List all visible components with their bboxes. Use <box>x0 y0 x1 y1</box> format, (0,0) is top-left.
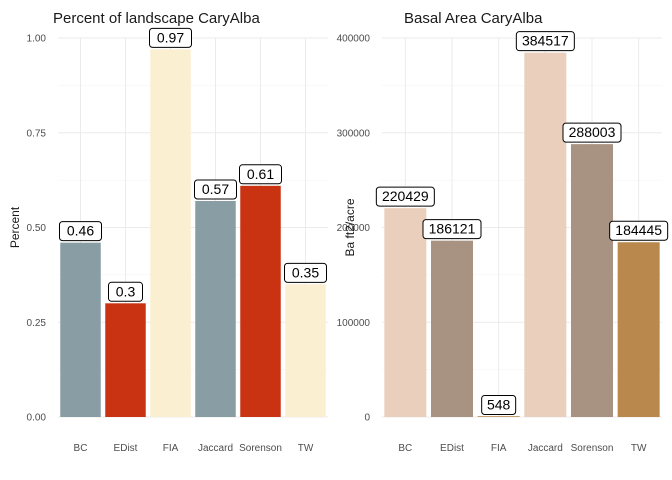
chart-title: Basal Area CaryAlba <box>404 10 543 27</box>
data-label-box <box>562 122 622 143</box>
data-label-text: 0.46 <box>67 223 94 239</box>
bar-edist <box>105 303 146 417</box>
y-tick-label: 300000 <box>337 128 371 139</box>
data-label-text: 184445 <box>615 222 662 238</box>
data-label-box <box>481 394 517 415</box>
data-label: 0.35 <box>284 262 327 283</box>
data-label: 0.97 <box>149 27 192 48</box>
bar-fia <box>150 49 191 418</box>
data-label-text: 384517 <box>522 33 569 49</box>
y-tick-label: 0 <box>364 413 370 424</box>
data-label: 0.3 <box>108 281 143 302</box>
data-label-text: 0.3 <box>116 283 136 299</box>
data-label-text: 548 <box>487 396 511 412</box>
bar-jaccard <box>524 52 567 418</box>
bar-tw <box>285 284 326 417</box>
x-tick-label: Sorenson <box>239 443 282 454</box>
data-label: 186121 <box>422 219 482 240</box>
data-label: 220429 <box>375 186 435 207</box>
y-tick-label: 100000 <box>337 318 371 329</box>
bar-edist <box>431 240 473 417</box>
chart-title: Percent of landscape CaryAlba <box>53 10 260 27</box>
data-label-box <box>375 186 435 207</box>
data-label: 0.61 <box>239 164 282 185</box>
x-tick-label: Sorenson <box>571 443 614 454</box>
y-tick-label: 200000 <box>337 223 371 234</box>
data-label: 184445 <box>609 220 669 241</box>
x-tick-label: FIA <box>163 443 179 454</box>
bar-bc <box>384 208 427 417</box>
bar-sorenson <box>571 144 613 417</box>
data-label: 0.57 <box>194 179 237 200</box>
data-label-box <box>59 221 102 242</box>
y-tick-label: 0.75 <box>27 128 47 139</box>
data-label-box <box>149 27 192 48</box>
x-tick-label: TW <box>298 443 314 454</box>
x-tick-label: EDist <box>114 443 138 454</box>
y-tick-label: 0.50 <box>27 223 47 234</box>
y-tick-label: 400000 <box>337 34 371 45</box>
data-label-text: 0.35 <box>292 264 319 280</box>
data-label-box <box>284 262 327 283</box>
x-tick-label: BC <box>398 443 412 454</box>
y-tick-label: 0.25 <box>27 318 47 329</box>
x-tick-label: Jaccard <box>528 443 563 454</box>
data-label-box <box>515 31 575 52</box>
chart-panel-2: 0 100000 200000 300000 400000 BC EDist FIA Jacca… <box>337 10 669 454</box>
data-label-text: 0.97 <box>157 29 184 45</box>
chart-panel-1: 0.00 0.25 0.50 0.75 1.00 BC EDist FIA Jaccard Sor… <box>8 10 328 454</box>
y-tick-label: 1.00 <box>27 34 47 45</box>
data-label: 384517 <box>515 31 575 52</box>
y-axis-label: Percent <box>8 206 22 248</box>
data-label-box <box>239 164 282 185</box>
x-tick-label: TW <box>631 443 647 454</box>
data-label-text: 0.61 <box>247 166 274 182</box>
y-tick-label: 0.00 <box>27 413 47 424</box>
data-label: 288003 <box>562 122 622 143</box>
data-label-text: 288003 <box>569 124 616 140</box>
data-label-box <box>422 219 482 240</box>
bar-sorenson <box>240 185 281 417</box>
x-tick-label: Jaccard <box>198 443 233 454</box>
data-label-box <box>108 281 143 302</box>
x-tick-label: EDist <box>440 443 464 454</box>
bar-tw <box>617 242 660 417</box>
data-label: 0.46 <box>59 221 102 242</box>
bar-bc <box>60 242 101 417</box>
data-label-text: 186121 <box>429 221 476 237</box>
bar-jaccard <box>195 200 236 417</box>
data-label-text: 0.57 <box>202 181 229 197</box>
data-label-text: 220429 <box>382 188 429 204</box>
bar-fia <box>477 416 520 417</box>
y-axis-label: Ba ft2/acre <box>343 198 357 256</box>
x-tick-label: BC <box>74 443 88 454</box>
data-label: 548 <box>481 394 517 415</box>
data-label-box <box>609 220 669 241</box>
x-tick-label: FIA <box>491 443 507 454</box>
data-label-box <box>194 179 237 200</box>
